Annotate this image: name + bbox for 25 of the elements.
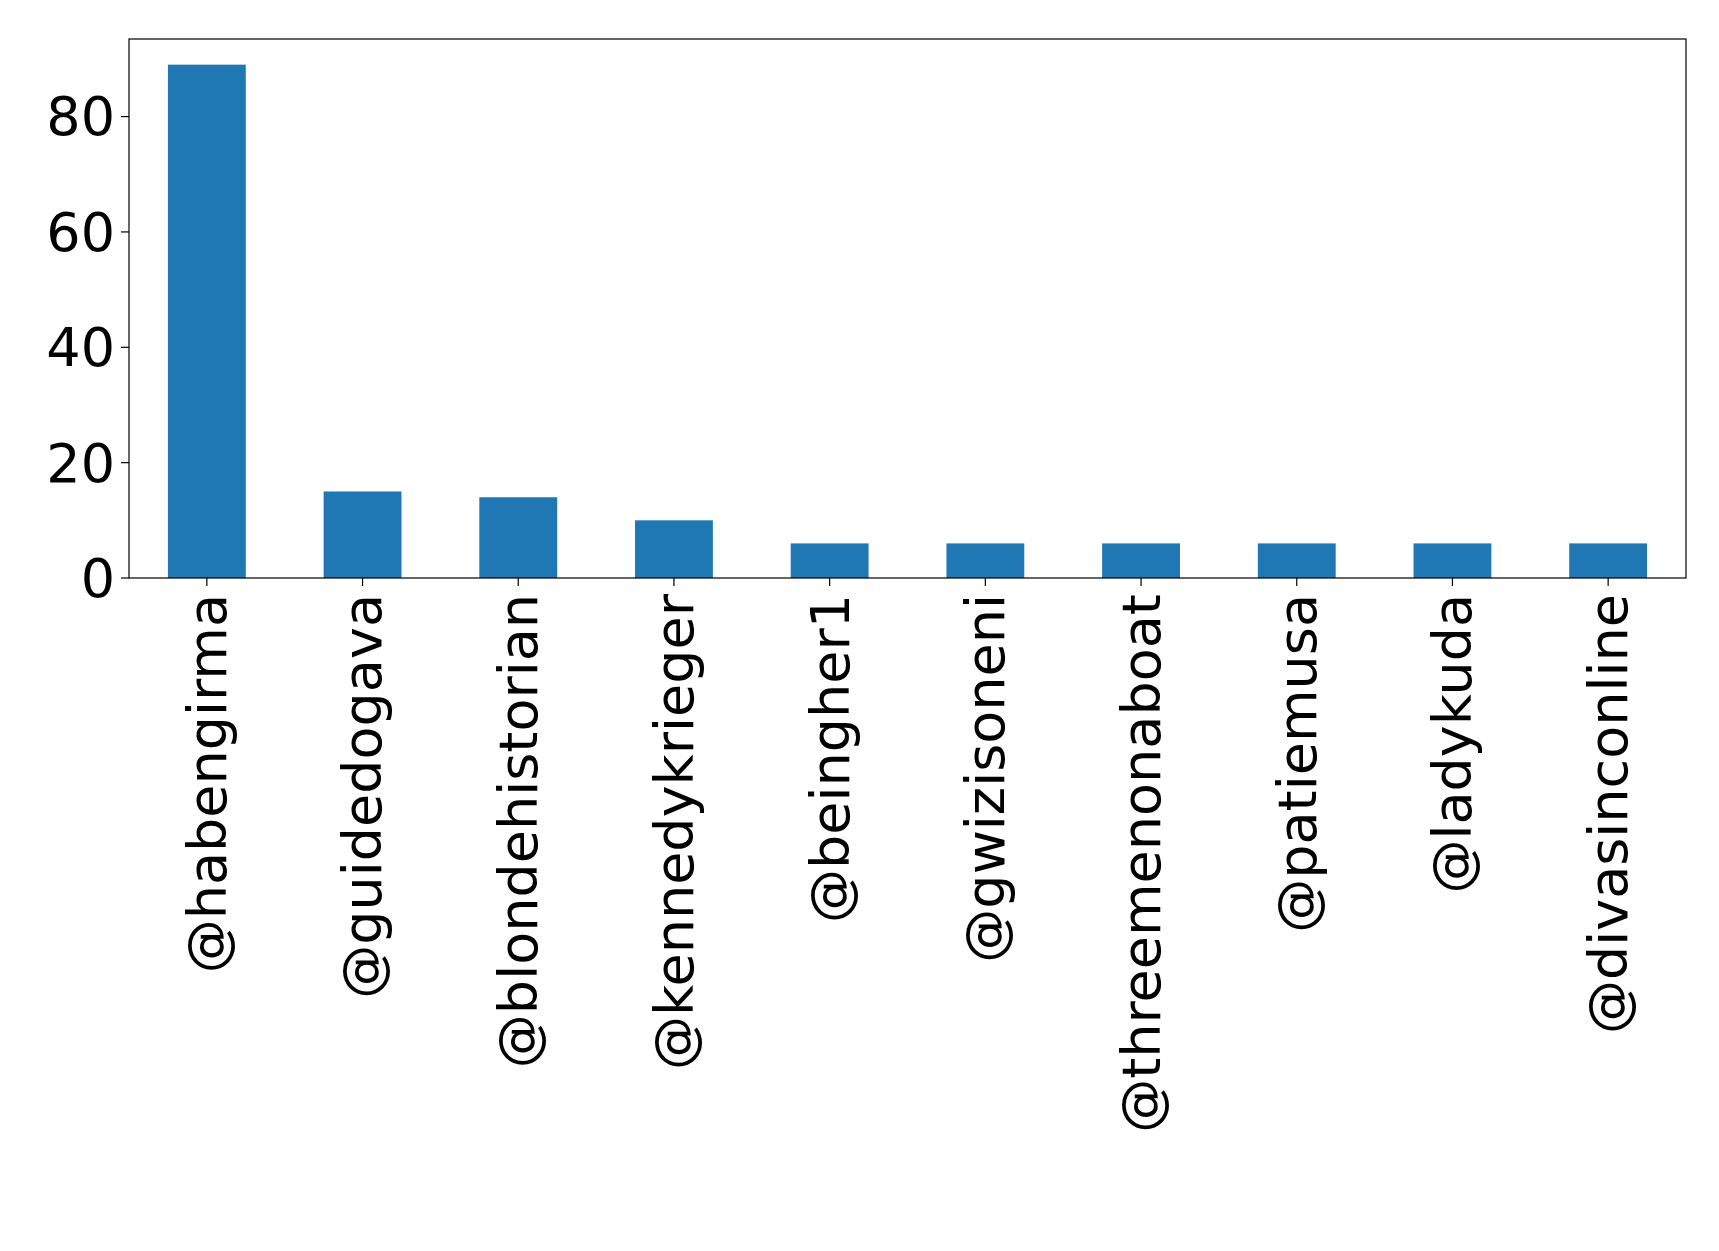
- bar: [479, 497, 558, 578]
- x-tick-label: @beingher1: [798, 594, 862, 924]
- bar: [1413, 543, 1492, 578]
- y-tick-label: 40: [46, 316, 115, 380]
- x-tick-label: @guidedogava: [331, 594, 395, 999]
- bar: [1102, 543, 1180, 578]
- bar: [167, 64, 246, 578]
- bar: [323, 491, 402, 578]
- x-tick-label: @threemenonaboat: [1109, 594, 1173, 1133]
- x-tick-label: @kennedykrieger: [642, 593, 706, 1070]
- x-tick-label: @blondehistorian: [487, 594, 551, 1069]
- bar: [1257, 543, 1336, 578]
- y-tick-label: 60: [46, 200, 115, 264]
- y-tick-label: 80: [46, 85, 115, 149]
- y-tick-label: 0: [80, 546, 115, 610]
- y-tick-label: 20: [46, 431, 115, 495]
- x-tick-label: @patiemusa: [1265, 594, 1329, 933]
- x-tick-label: @habengirma: [175, 594, 239, 974]
- bar: [635, 520, 713, 578]
- x-tick-label: @ladykuda: [1421, 594, 1485, 894]
- bar: [790, 543, 869, 578]
- x-tick-label: @gwizisoneni: [954, 594, 1018, 963]
- bar: [1569, 543, 1648, 578]
- x-tick-label: @divasinconline: [1577, 594, 1641, 1035]
- bar: [946, 543, 1025, 578]
